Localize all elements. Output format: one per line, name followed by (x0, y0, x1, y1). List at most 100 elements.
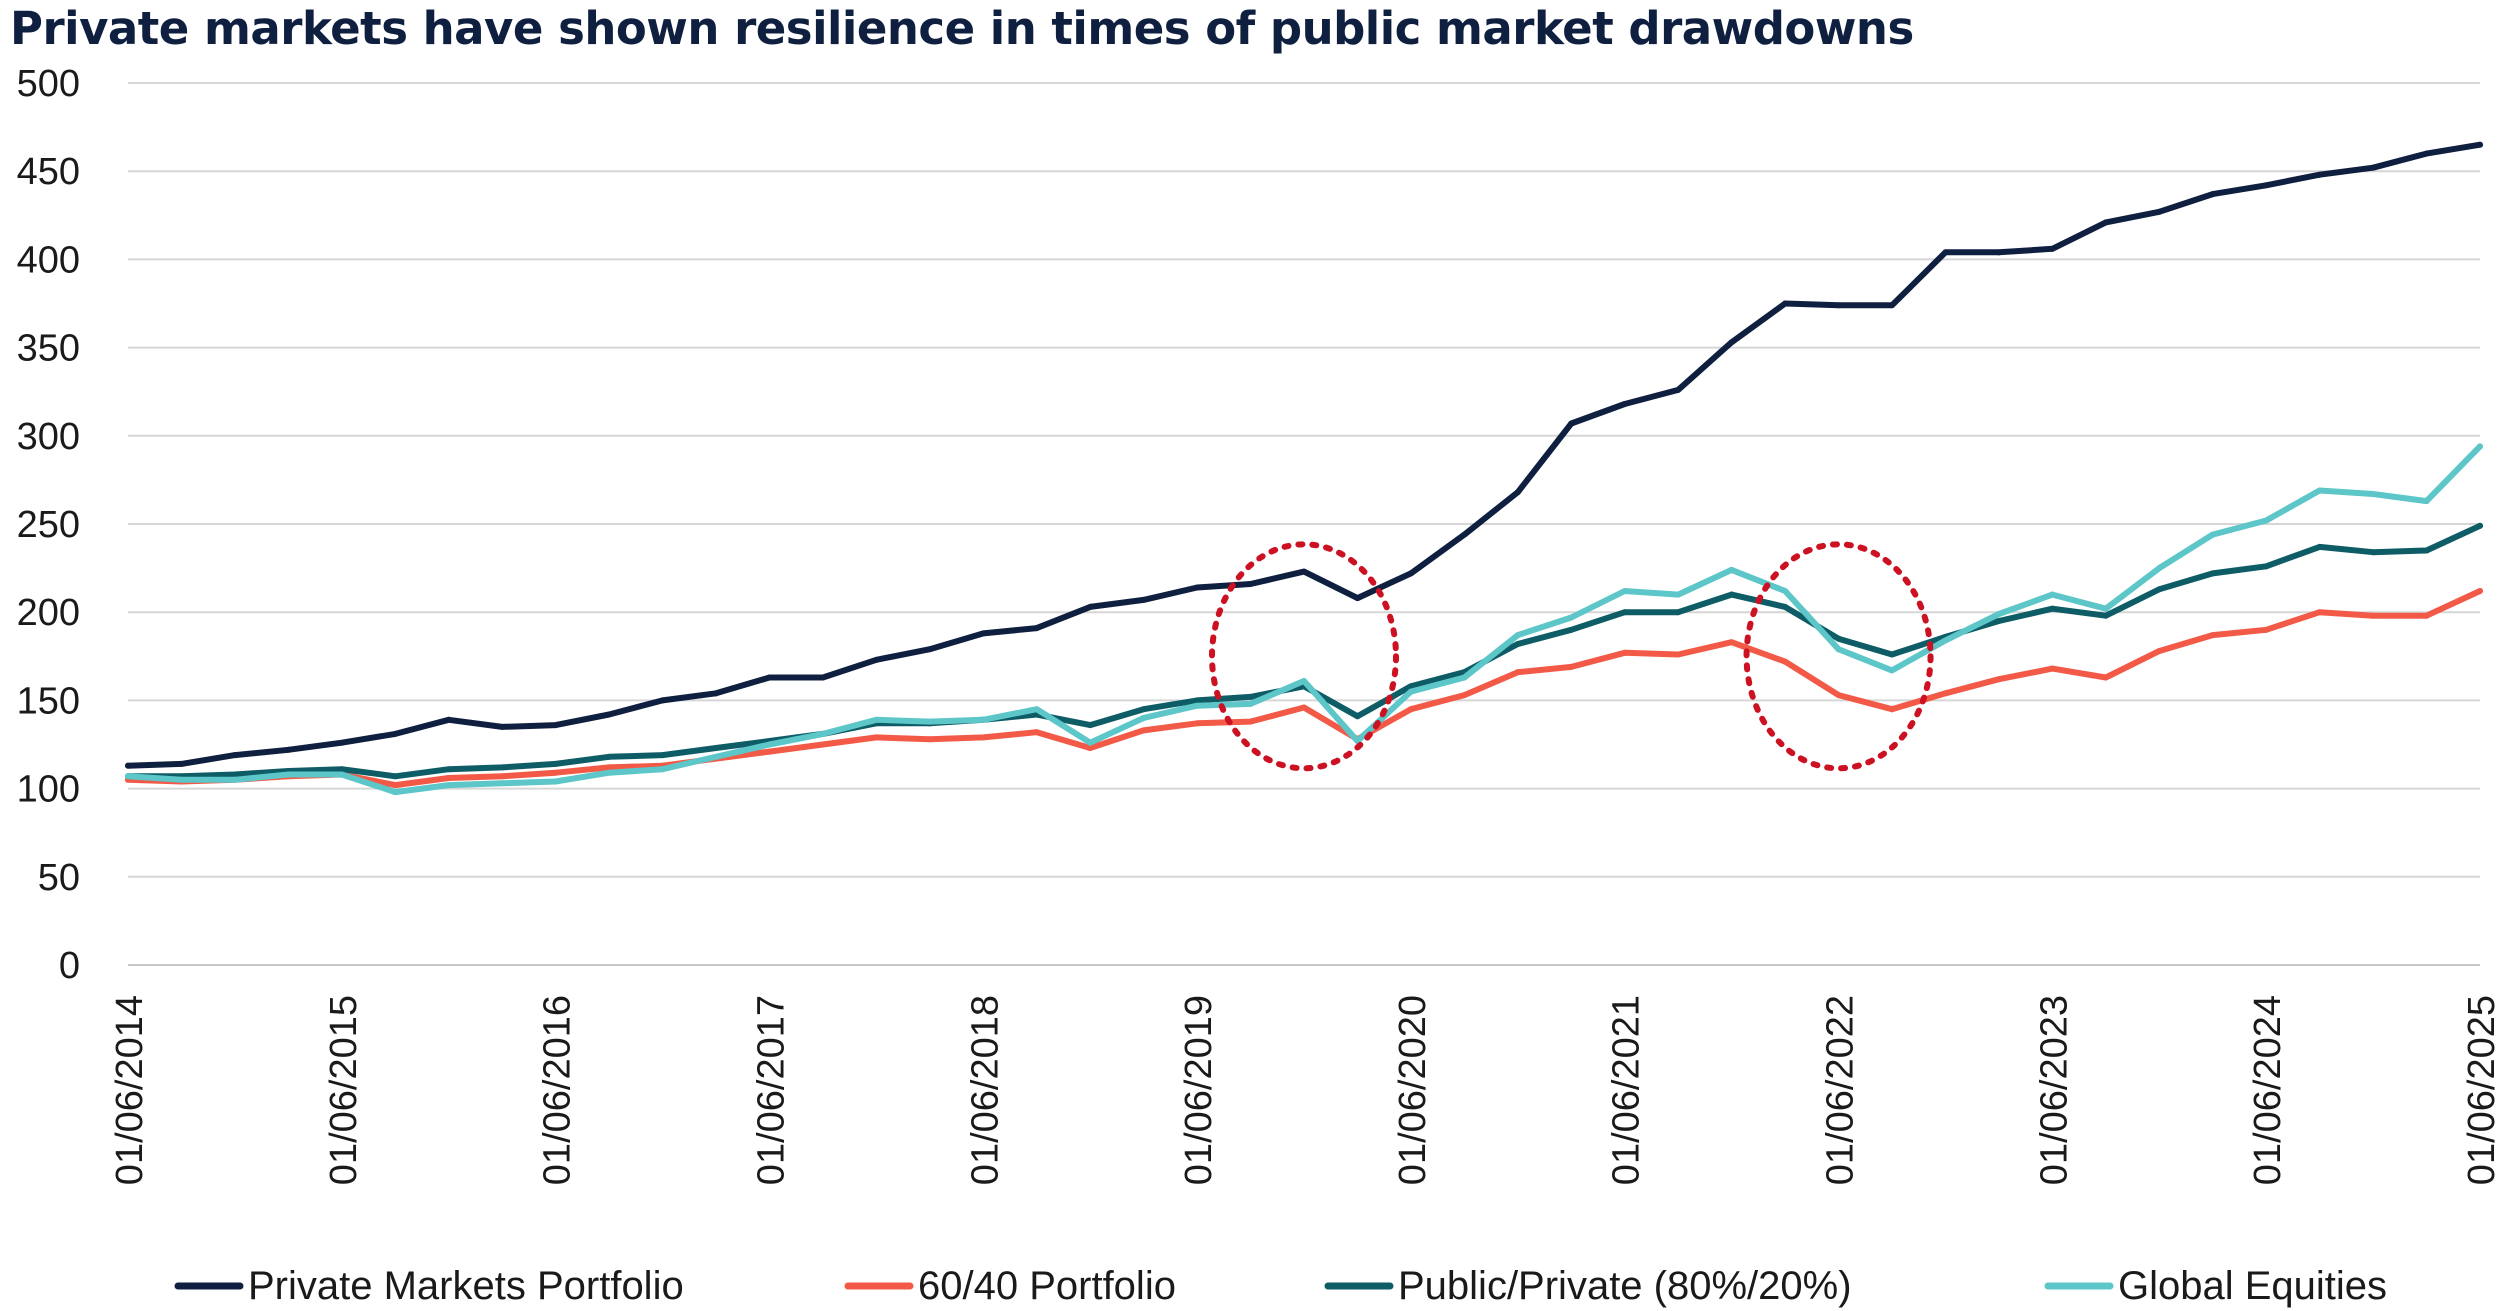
data-point (499, 764, 506, 771)
y-axis-ticks: 0 50 100 150 200 250 300 350 400 450 500 (17, 63, 80, 987)
y-tick-label: 200 (17, 592, 80, 634)
data-point (1301, 704, 1307, 711)
data-point (1675, 386, 1682, 393)
data-point (231, 771, 238, 778)
data-point (1194, 702, 1201, 709)
data-point (1033, 729, 1040, 736)
data-point (445, 775, 452, 782)
data-point (552, 769, 559, 776)
data-point (1461, 531, 1468, 538)
data-point (1461, 692, 1468, 699)
data-point (125, 762, 131, 769)
data-point (2370, 164, 2377, 171)
y-tick-label: 400 (17, 239, 80, 281)
data-point (659, 752, 666, 759)
data-point (1995, 676, 2002, 683)
data-point (2263, 517, 2270, 524)
data-point (1247, 580, 1254, 587)
data-point (1194, 720, 1201, 727)
data-point (178, 760, 185, 767)
data-point (1514, 489, 1521, 496)
data-point (1675, 609, 1682, 616)
data-point (231, 776, 238, 783)
data-point (2477, 443, 2483, 450)
data-point (2423, 150, 2430, 157)
x-tick-label: 01/06/2025 (2461, 995, 2500, 1185)
data-point (1942, 690, 1949, 697)
data-point (2477, 522, 2483, 529)
data-point (499, 780, 506, 787)
x-tick-label: 01/06/2017 (750, 995, 792, 1185)
data-point (2263, 182, 2270, 189)
data-point (1087, 722, 1094, 729)
data-point (1675, 591, 1682, 598)
data-point (1621, 649, 1628, 656)
data-point (1568, 663, 1575, 670)
data-point (2316, 543, 2323, 550)
x-tick-label: 01/06/2021 (1606, 995, 1648, 1185)
data-point (2209, 531, 2216, 538)
data-point (1782, 588, 1789, 595)
data-point (1407, 706, 1414, 713)
y-tick-label: 300 (17, 416, 80, 458)
data-point (2156, 648, 2163, 655)
data-point (1782, 300, 1789, 307)
data-point (1782, 603, 1789, 610)
y-tick-label: 150 (17, 680, 80, 722)
data-point (552, 778, 559, 785)
data-point (1942, 637, 1949, 644)
data-point (125, 773, 131, 780)
data-point (178, 776, 185, 783)
y-tick-label: 100 (17, 769, 80, 811)
data-point (873, 656, 880, 663)
x-tick-label: 01/06/2023 (2033, 995, 2075, 1185)
data-point (873, 734, 880, 741)
data-point (713, 690, 719, 697)
data-point (392, 789, 399, 796)
x-tick-label: 01/06/2020 (1392, 995, 1434, 1185)
data-point (1087, 745, 1094, 752)
data-point (1995, 618, 2002, 625)
data-point (606, 753, 613, 760)
data-point (713, 753, 719, 760)
data-point (1728, 339, 1735, 346)
data-point (926, 646, 933, 653)
data-point (980, 716, 987, 723)
data-point (2209, 191, 2216, 198)
data-point (1728, 566, 1735, 573)
data-point (766, 748, 773, 755)
data-point (499, 773, 506, 780)
data-point (713, 745, 719, 752)
data-point (2156, 586, 2163, 593)
data-point (1621, 401, 1628, 408)
data-point (2370, 612, 2377, 619)
data-point (1728, 591, 1735, 598)
data-point (1194, 584, 1201, 591)
data-point (338, 739, 345, 746)
data-point (1407, 570, 1414, 577)
data-point (2049, 245, 2056, 252)
data-point (2102, 219, 2109, 226)
data-point (606, 764, 613, 771)
data-point (1835, 635, 1842, 642)
data-point (1247, 718, 1254, 725)
data-point (926, 736, 933, 743)
series-lines (125, 141, 2483, 796)
data-point (1140, 596, 1147, 603)
data-point (2316, 609, 2323, 616)
data-point (1140, 727, 1147, 734)
data-point (1247, 693, 1254, 700)
data-point (659, 697, 666, 704)
data-point (2049, 665, 2056, 672)
data-point (1140, 715, 1147, 722)
data-point (659, 766, 666, 773)
data-point (1621, 588, 1628, 595)
data-point (552, 722, 559, 729)
data-point (1033, 706, 1040, 713)
data-point (2370, 491, 2377, 498)
data-point (2316, 487, 2323, 494)
data-point (2102, 612, 2109, 619)
data-point (2209, 570, 2216, 577)
data-point (819, 741, 826, 748)
